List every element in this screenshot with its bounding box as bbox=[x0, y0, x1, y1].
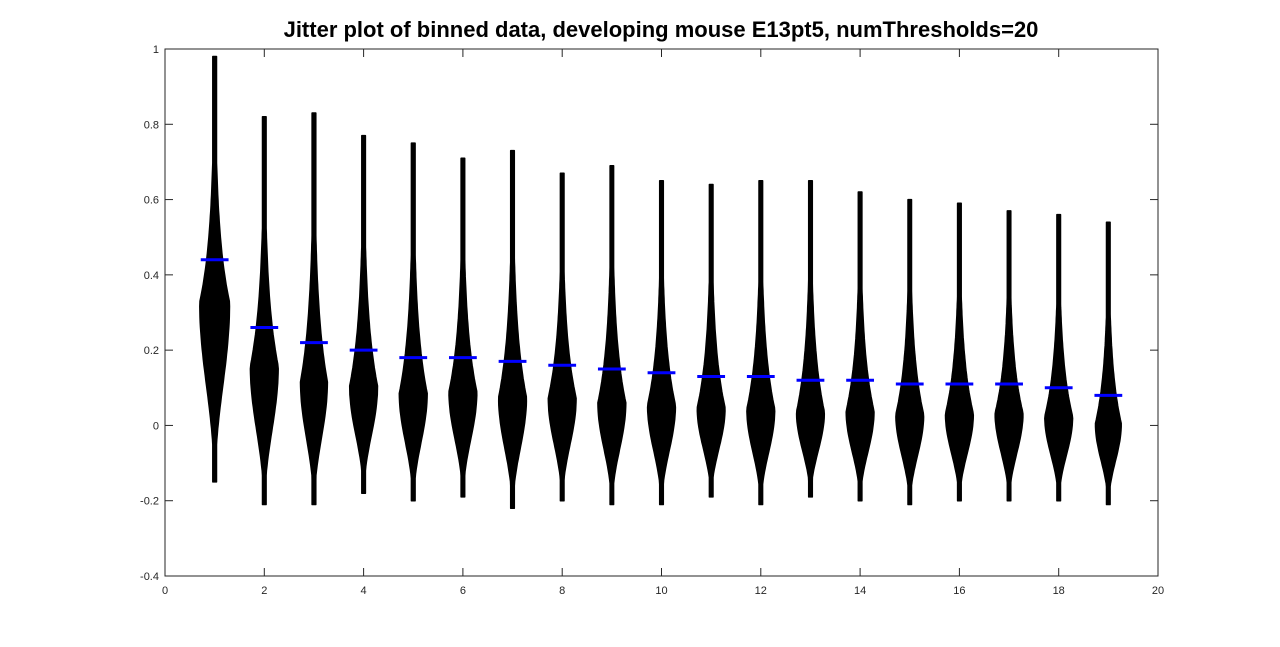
violin-bin bbox=[398, 142, 428, 502]
x-tick-label: 4 bbox=[361, 585, 367, 597]
x-tick-label: 10 bbox=[655, 585, 667, 597]
violin-bin bbox=[497, 149, 528, 509]
y-tick-label: 0.6 bbox=[144, 195, 159, 207]
mean-line-group bbox=[200, 258, 1123, 397]
violin-bin bbox=[994, 210, 1024, 502]
violin-bin bbox=[746, 179, 776, 506]
violin-bin bbox=[696, 183, 726, 498]
chart-title: Jitter plot of binned data, developing m… bbox=[284, 17, 1039, 42]
y-tick-label: -0.4 bbox=[140, 571, 159, 583]
x-tick-label: 8 bbox=[559, 585, 565, 597]
violin-bin bbox=[1044, 213, 1074, 502]
violin-bin bbox=[944, 202, 975, 502]
y-axis: -0.4 -0.2 0 0.2 0.4 0.6 0.8 1 bbox=[140, 44, 1158, 583]
x-tick-label: 6 bbox=[460, 585, 466, 597]
x-axis: 0 2 4 6 8 10 12 14 16 18 20 bbox=[162, 49, 1164, 597]
x-tick-label: 18 bbox=[1053, 585, 1065, 597]
violin-bin bbox=[895, 198, 925, 506]
violin-bin bbox=[1094, 221, 1122, 506]
x-tick-label: 16 bbox=[953, 585, 965, 597]
violin-bin bbox=[448, 157, 478, 498]
x-tick-label: 12 bbox=[755, 585, 767, 597]
violin-bin bbox=[199, 55, 231, 483]
y-tick-label: 1 bbox=[153, 44, 159, 56]
y-tick-label: 0 bbox=[153, 420, 159, 432]
violin-bin bbox=[249, 116, 279, 506]
violin-bin bbox=[845, 191, 875, 502]
x-tick-label: 0 bbox=[162, 585, 168, 597]
violin-bin bbox=[795, 179, 826, 498]
y-tick-label: 0.2 bbox=[144, 345, 159, 357]
y-tick-label: -0.2 bbox=[140, 496, 159, 508]
violin-bin bbox=[348, 134, 379, 494]
y-tick-label: 0.4 bbox=[144, 270, 159, 282]
violin-bin bbox=[299, 112, 329, 506]
x-tick-label: 20 bbox=[1152, 585, 1164, 597]
violin-bin bbox=[597, 164, 627, 506]
x-tick-label: 14 bbox=[854, 585, 866, 597]
violin-bin bbox=[547, 172, 577, 502]
y-tick-label: 0.8 bbox=[144, 119, 159, 131]
violin-bin bbox=[646, 179, 677, 506]
violin-group bbox=[199, 55, 1122, 509]
x-tick-label: 2 bbox=[261, 585, 267, 597]
